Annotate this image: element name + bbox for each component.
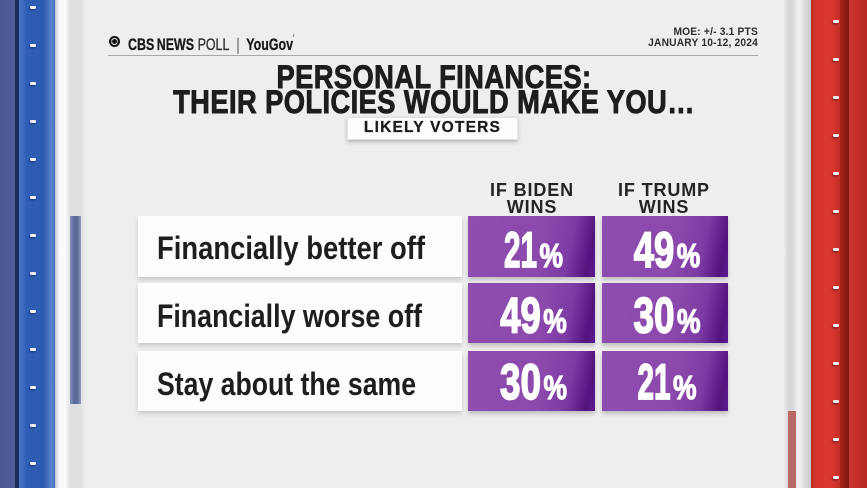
svg-text:%: % [544,369,568,406]
svg-text:%: % [543,303,567,340]
svg-text:49: 49 [500,288,541,344]
svg-text:30: 30 [500,354,541,410]
svg-text:49: 49 [634,221,675,277]
svg-text:21: 21 [638,354,671,410]
svg-text:21: 21 [504,221,537,277]
svg-text:%: % [540,236,564,273]
svg-text:%: % [677,303,701,340]
svg-text:%: % [673,369,697,406]
svg-text:%: % [677,236,701,273]
svg-text:30: 30 [634,288,675,344]
